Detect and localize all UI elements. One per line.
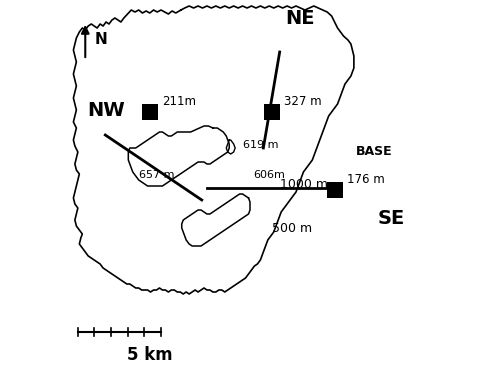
- Text: 500 m: 500 m: [272, 221, 312, 234]
- Text: NE: NE: [286, 9, 315, 27]
- Bar: [327, 182, 344, 198]
- Text: 211m: 211m: [162, 95, 196, 108]
- Text: BASE: BASE: [356, 145, 393, 158]
- Text: 606m: 606m: [254, 170, 286, 180]
- Bar: [142, 104, 158, 120]
- Text: 176 m: 176 m: [347, 173, 385, 186]
- Text: 1000 m: 1000 m: [280, 178, 328, 191]
- Text: 657 m: 657 m: [138, 170, 174, 180]
- Text: 619 m: 619 m: [242, 140, 278, 150]
- Text: N: N: [94, 32, 107, 47]
- Text: 327 m: 327 m: [284, 95, 322, 108]
- Bar: [264, 104, 280, 120]
- Text: SE: SE: [378, 209, 405, 227]
- Text: NW: NW: [88, 101, 126, 119]
- Text: 5 km: 5 km: [127, 346, 172, 364]
